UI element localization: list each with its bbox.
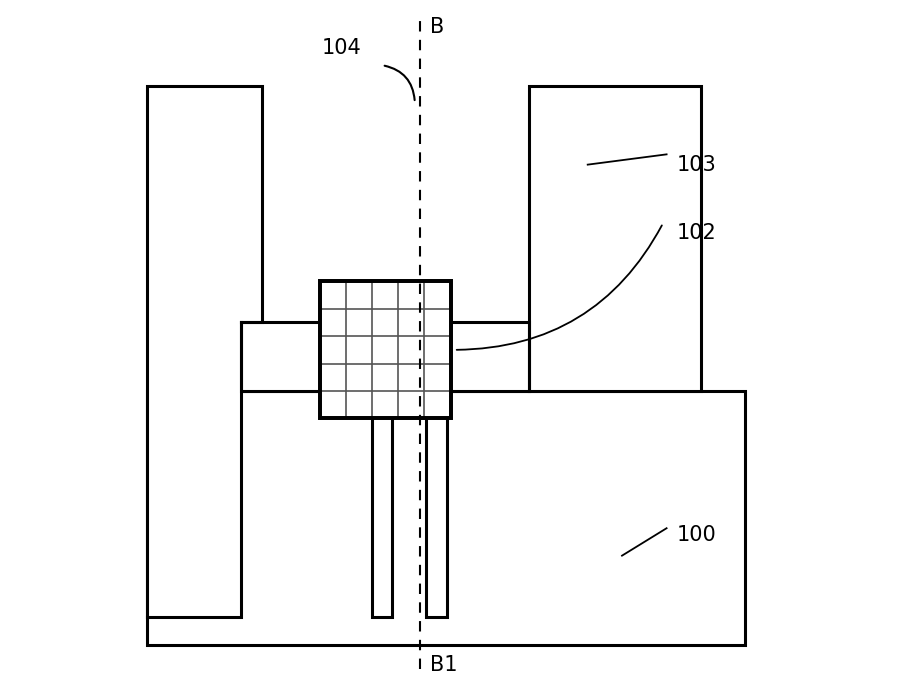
Text: B: B bbox=[430, 17, 444, 38]
Text: 103: 103 bbox=[677, 154, 716, 175]
Text: 100: 100 bbox=[677, 525, 716, 545]
Text: B1: B1 bbox=[430, 655, 458, 676]
Bar bbox=[371, 391, 392, 617]
Text: 104: 104 bbox=[322, 38, 361, 58]
Bar bbox=[530, 86, 701, 391]
Polygon shape bbox=[447, 322, 530, 391]
Polygon shape bbox=[241, 322, 371, 391]
Text: 102: 102 bbox=[677, 223, 716, 244]
Polygon shape bbox=[147, 86, 262, 617]
Bar bbox=[147, 391, 745, 645]
Bar bbox=[320, 281, 450, 418]
Bar bbox=[320, 281, 450, 418]
Bar bbox=[426, 391, 447, 617]
